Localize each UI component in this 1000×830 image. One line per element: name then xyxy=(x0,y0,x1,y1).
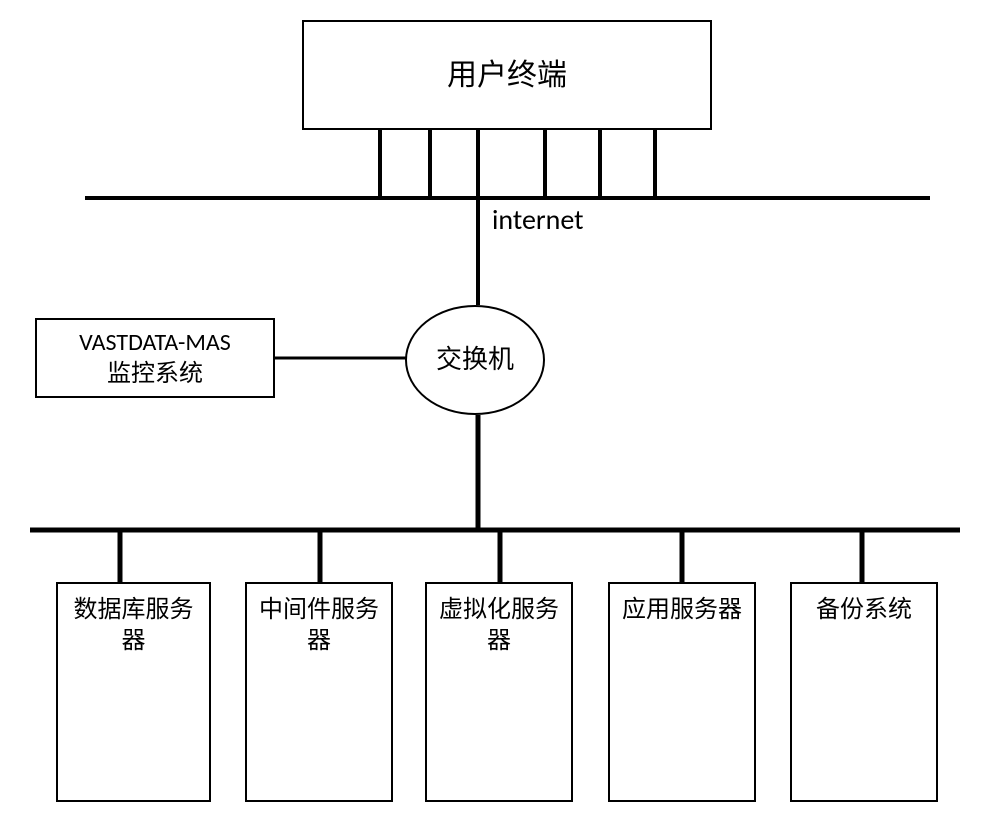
db-server-label: 数据库服务器 xyxy=(74,594,194,656)
user-terminal-node: 用户终端 xyxy=(302,20,712,130)
monitor-label-line2: 监控系统 xyxy=(79,358,231,389)
switch-node: 交换机 xyxy=(405,305,545,415)
monitor-label-line1: VASTDATA-MAS xyxy=(79,327,231,358)
internet-label-text: internet xyxy=(492,202,584,237)
diagram-canvas: { "diagram": { "type": "network", "backg… xyxy=(0,0,1000,830)
app-server-label: 应用服务器 xyxy=(622,594,742,625)
user-terminal-label: 用户终端 xyxy=(447,56,567,95)
switch-label: 交换机 xyxy=(436,343,514,377)
monitor-node: VASTDATA-MAS 监控系统 xyxy=(35,318,275,398)
virtual-server-label: 虚拟化服务器 xyxy=(439,594,559,656)
middleware-server-label: 中间件服务器 xyxy=(259,594,379,656)
db-server-node: 数据库服务器 xyxy=(56,582,211,802)
app-server-node: 应用服务器 xyxy=(608,582,756,802)
internet-label: internet xyxy=(492,202,584,237)
backup-system-label: 备份系统 xyxy=(816,594,912,625)
backup-system-node: 备份系统 xyxy=(790,582,938,802)
middleware-server-node: 中间件服务器 xyxy=(245,582,393,802)
virtual-server-node: 虚拟化服务器 xyxy=(425,582,573,802)
